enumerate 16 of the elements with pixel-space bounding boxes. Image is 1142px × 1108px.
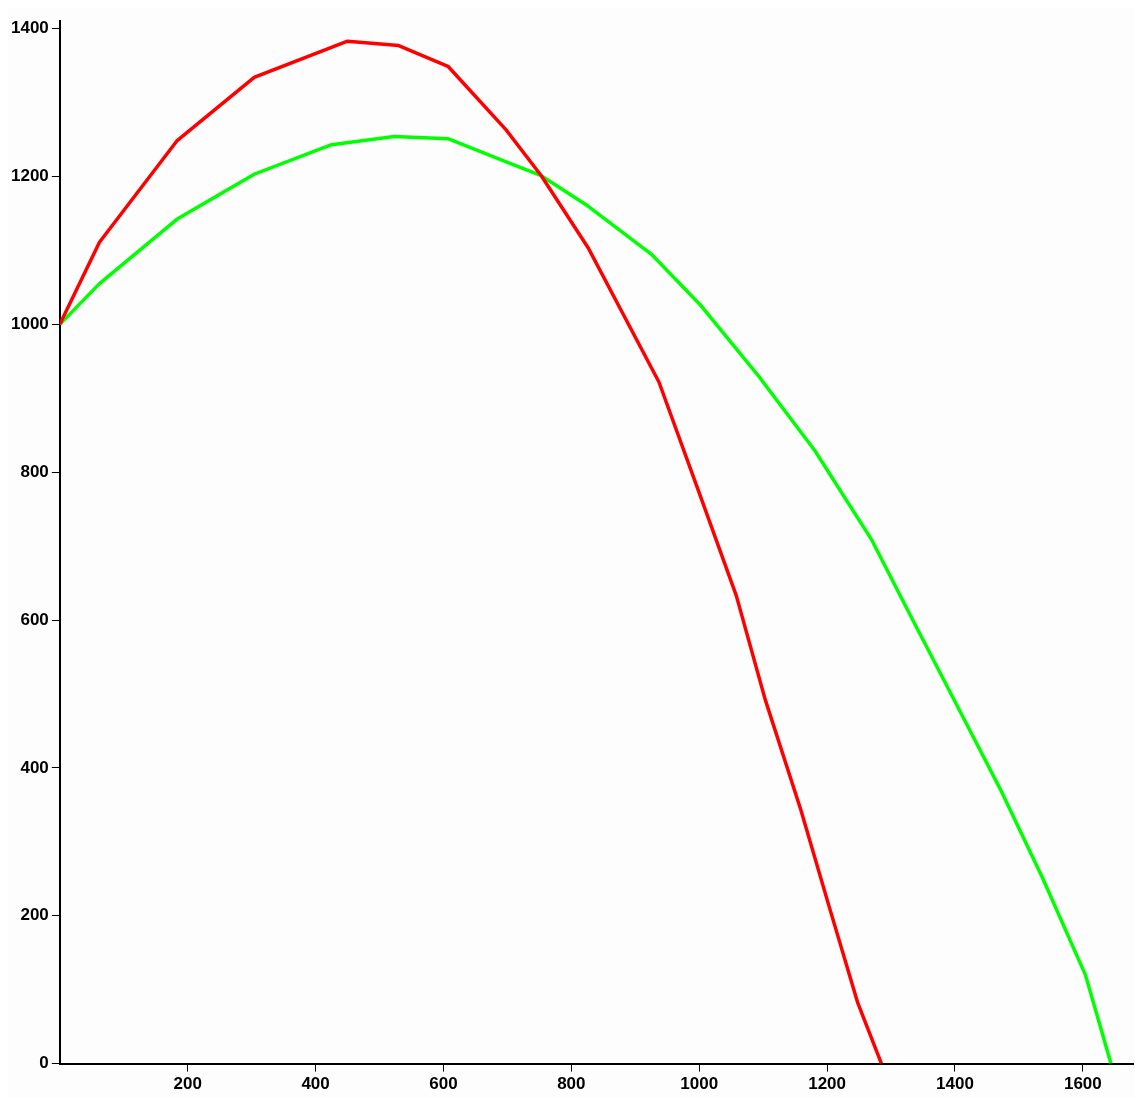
x-tick-label: 1000 [680,1074,719,1094]
y-tick-label: 0 [39,1053,49,1073]
y-tick-label: 1000 [10,314,49,333]
y-tick-label: 1400 [10,18,49,38]
x-tick-label: 400 [301,1074,330,1094]
y-tick-label: 1200 [10,166,49,186]
x-tick-label: 200 [173,1074,202,1094]
x-tick-label: 600 [429,1074,458,1094]
x-tick-label: 1400 [936,1074,974,1094]
x-tick-label: 800 [557,1074,586,1094]
y-tick-label: 800 [20,461,49,481]
y-tick-label: 400 [20,757,49,777]
y-tick-label: 200 [20,905,49,925]
x-tick-label: 1200 [808,1074,847,1094]
x-tick-label: 1600 [1063,1074,1102,1094]
y-tick-label: 600 [20,609,49,629]
